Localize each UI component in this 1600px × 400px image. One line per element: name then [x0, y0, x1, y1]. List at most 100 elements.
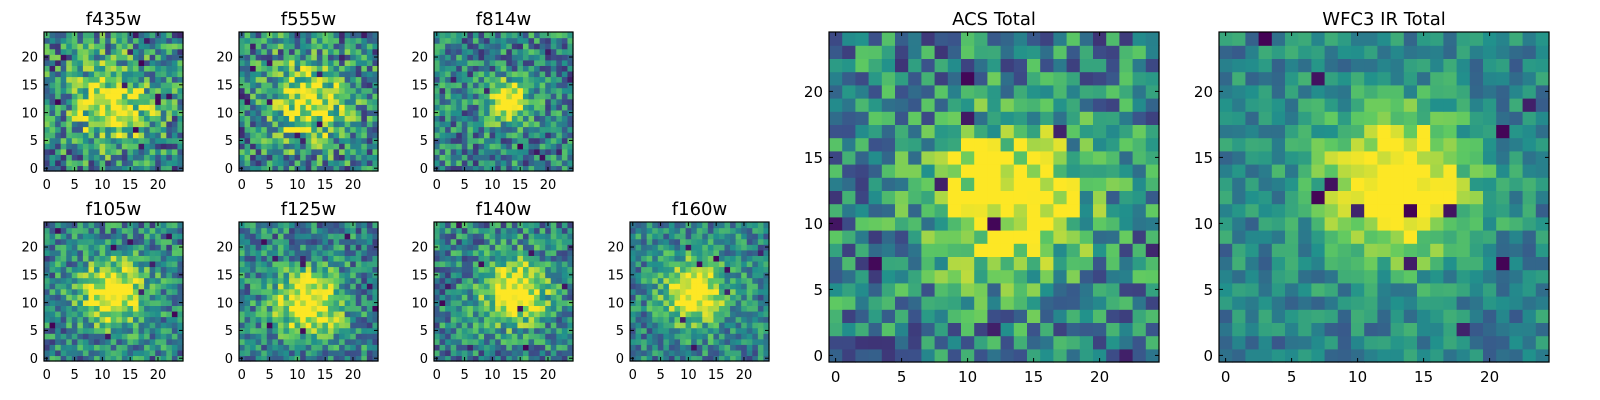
heatmap-cell: [149, 249, 156, 256]
heatmap-cell: [630, 288, 637, 295]
heatmap-cell: [255, 54, 262, 61]
heatmap-cell: [545, 115, 552, 122]
heatmap-cell: [511, 299, 518, 306]
heatmap-cell: [511, 104, 518, 111]
heatmap-cell: [99, 115, 106, 122]
heatmap-cell: [255, 159, 262, 167]
heatmap-cell: [545, 233, 552, 240]
heatmap-cell: [746, 338, 753, 345]
heatmap-cell: [355, 37, 362, 44]
heatmap-cell: [344, 299, 351, 306]
heatmap-cell: [506, 70, 513, 78]
heatmap-cell: [255, 288, 262, 295]
heatmap-cell: [484, 76, 491, 83]
heatmap-cell: [144, 260, 151, 268]
heatmap-cell: [506, 159, 513, 167]
heatmap-cell: [105, 338, 112, 345]
heatmap-cell: [556, 227, 563, 234]
heatmap-cell: [138, 48, 145, 55]
heatmap-cell: [266, 294, 273, 301]
heatmap-cell: [327, 48, 335, 55]
heatmap-cell: [456, 70, 463, 78]
heatmap-cell: [300, 159, 307, 167]
heatmap-cell: [450, 143, 457, 150]
heatmap-cell: [311, 43, 318, 50]
heatmap-cell: [327, 238, 335, 245]
heatmap-cell: [239, 115, 246, 122]
heatmap-cell: [539, 48, 546, 55]
heatmap-cell: [517, 104, 524, 111]
heatmap-cell: [316, 238, 323, 245]
heatmap-cell: [556, 238, 563, 245]
heatmap-cell: [160, 305, 167, 312]
heatmap-cell: [344, 154, 351, 161]
heatmap-cell: [339, 349, 346, 357]
heatmap-cell: [635, 222, 642, 229]
heatmap-cell: [350, 294, 357, 301]
x-tick-label: 10: [94, 178, 111, 193]
heatmap-cell: [350, 333, 357, 340]
heatmap-cell: [66, 299, 73, 306]
heatmap-cell: [177, 238, 184, 245]
heatmap-cell: [155, 333, 162, 340]
heatmap-cell: [105, 109, 112, 116]
heatmap-cell: [461, 109, 468, 116]
heatmap-cell: [160, 76, 167, 83]
heatmap-cell: [344, 322, 351, 329]
heatmap-cell: [489, 333, 496, 340]
heatmap-cell: [366, 82, 374, 89]
heatmap-cell: [567, 98, 574, 105]
heatmap-cell: [294, 266, 301, 273]
heatmap-cell: [718, 299, 726, 306]
heatmap-cell: [316, 126, 323, 133]
heatmap-cell: [266, 93, 273, 100]
heatmap-cell: [155, 327, 162, 334]
heatmap-cell: [294, 154, 301, 161]
heatmap-cell: [294, 283, 301, 290]
heatmap-cell: [49, 143, 56, 150]
heatmap-cell: [71, 76, 78, 83]
heatmap-cell: [534, 355, 541, 362]
heatmap-cell: [855, 348, 870, 363]
heatmap-cell: [344, 98, 351, 105]
heatmap-cell: [339, 48, 346, 55]
heatmap-cell: [674, 222, 681, 229]
heatmap-cell: [66, 76, 73, 83]
heatmap-cell: [294, 238, 301, 245]
heatmap-cell: [266, 65, 273, 72]
heatmap-cell: [110, 227, 117, 234]
heatmap-cell: [663, 333, 670, 340]
heatmap-cell: [1027, 256, 1041, 271]
heatmap-cell: [881, 335, 896, 350]
heatmap-cell: [49, 159, 56, 167]
heatmap-cell: [289, 143, 296, 150]
heatmap-cell: [60, 227, 67, 234]
heatmap-cell: [680, 322, 687, 329]
heatmap-cell: [974, 309, 988, 323]
heatmap-cell: [445, 316, 452, 323]
heatmap-cell: [116, 48, 123, 55]
heatmap-cell: [283, 305, 290, 312]
heatmap-cell: [652, 338, 659, 345]
heatmap-cell: [646, 299, 653, 306]
heatmap-cell: [311, 154, 318, 161]
heatmap-cell: [127, 294, 134, 301]
heatmap-cell: [439, 37, 446, 44]
heatmap-cell: [255, 132, 262, 139]
heatmap-cell: [138, 154, 145, 161]
heatmap-cell: [506, 165, 513, 172]
heatmap-cell: [702, 272, 709, 279]
heatmap-cell: [434, 154, 441, 161]
heatmap-cell: [261, 355, 268, 362]
heatmap-cell: [327, 249, 335, 256]
heatmap-cell: [322, 272, 329, 279]
x-tick-label: 0: [238, 368, 246, 383]
heatmap-cell: [255, 316, 262, 323]
heatmap-cell: [434, 305, 441, 312]
heatmap-cell: [44, 132, 51, 139]
heatmap-cell: [489, 294, 496, 301]
heatmap-cell: [244, 260, 251, 268]
heatmap-cell: [66, 98, 73, 105]
heatmap-cell: [934, 177, 949, 191]
heatmap-cell: [668, 222, 676, 229]
